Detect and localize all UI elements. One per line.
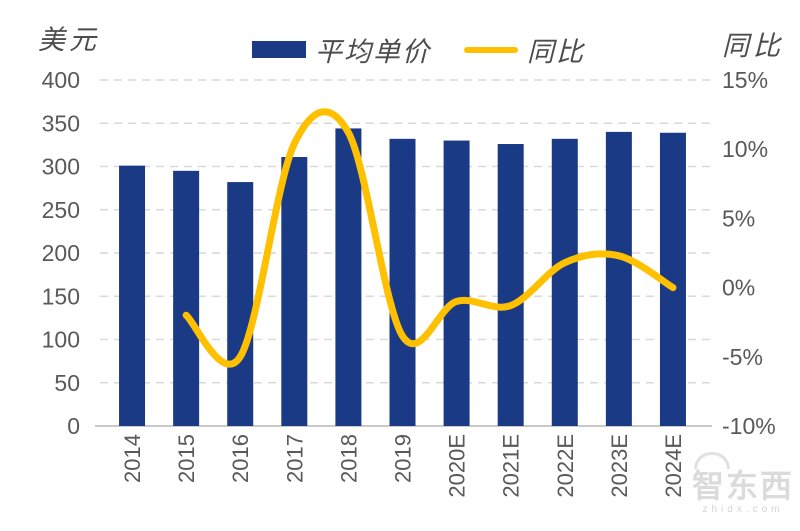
bar-2018 <box>335 128 362 426</box>
watermark: 智东西 zhidx.com <box>692 452 794 515</box>
bar-2021E <box>497 144 524 426</box>
bar-2015 <box>173 170 200 426</box>
watermark-arc-icon <box>693 452 730 469</box>
right-axis-tick: -5% <box>722 344 763 370</box>
x-axis-label-2022E: 2022E <box>553 434 578 498</box>
legend-bar-label: 平均单价 <box>315 37 431 67</box>
left-axis-tick: 50 <box>54 370 80 396</box>
bar-2023E <box>605 131 632 426</box>
right-axis-tick: 15% <box>722 67 768 93</box>
left-axis-tick: 250 <box>42 197 80 223</box>
watermark-subtext: zhidx.com <box>702 504 784 515</box>
bar-2014 <box>119 165 146 426</box>
legend-line-swatch <box>464 46 518 53</box>
x-axis-label-2016: 2016 <box>228 434 253 483</box>
watermark-text: 智东西 <box>691 468 794 504</box>
bar-2020E <box>443 140 470 427</box>
x-axis-label-2014: 2014 <box>120 434 145 483</box>
left-axis-tick: 0 <box>67 413 80 439</box>
yoy-line <box>182 108 677 368</box>
left-axis-tick: 100 <box>42 327 80 353</box>
x-axis-label-2017: 2017 <box>282 434 307 483</box>
bar-2019 <box>389 138 416 426</box>
x-axis-label-2019: 2019 <box>391 434 416 483</box>
right-axis-title: 同比 <box>722 31 784 61</box>
left-axis-tick: 150 <box>42 283 80 309</box>
bar-2017 <box>281 156 308 427</box>
left-axis-title: 美元 <box>38 25 100 55</box>
x-axis-label-2015: 2015 <box>174 434 199 483</box>
left-axis-tick: 350 <box>42 110 80 136</box>
right-axis-tick: 0% <box>722 275 755 301</box>
chart-legend: 平均单价 同比 <box>252 30 585 69</box>
x-axis-label-2021E: 2021E <box>499 434 524 498</box>
x-axis-label-2020E: 2020E <box>445 434 470 498</box>
left-axis-tick: 200 <box>42 240 80 266</box>
right-axis-tick: 10% <box>722 136 768 162</box>
x-axis-label-2024E: 2024E <box>661 434 686 498</box>
x-axis-label-2023E: 2023E <box>607 434 632 498</box>
bar-2016 <box>227 182 254 426</box>
x-axis-label-2018: 2018 <box>336 434 361 483</box>
left-axis-tick: 400 <box>42 67 80 93</box>
right-axis-tick: 5% <box>722 205 755 231</box>
left-axis-tick: 300 <box>42 154 80 180</box>
right-axis-tick: -10% <box>722 413 776 439</box>
legend-line-label: 同比 <box>527 37 585 67</box>
legend-bar-swatch <box>252 41 306 58</box>
bar-2022E <box>551 138 578 426</box>
